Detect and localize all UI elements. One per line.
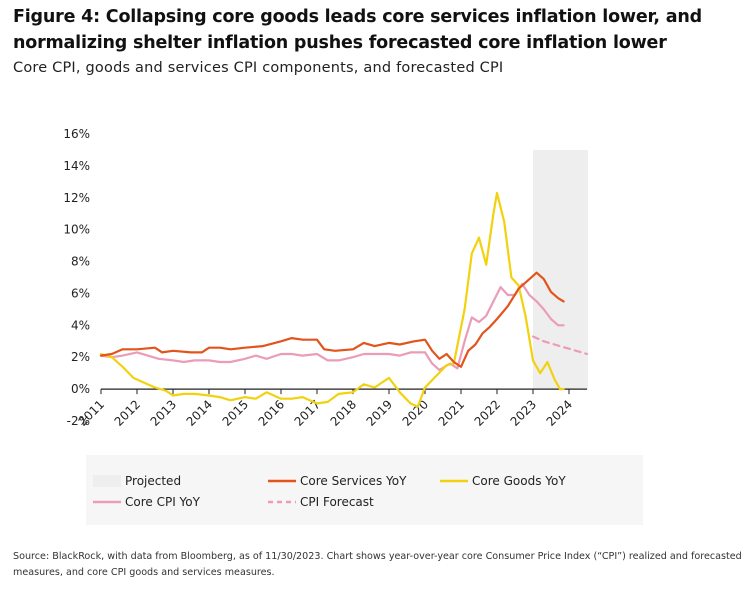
series-line-core-goods <box>99 191 565 408</box>
legend-label: Core Goods YoY <box>472 474 566 488</box>
legend-label: Core Services YoY <box>300 474 407 488</box>
chart-title-line-1: Figure 4: Collapsing core goods leads co… <box>13 7 702 27</box>
y-tick-label: 2% <box>71 350 90 364</box>
source-line-1: Source: BlackRock, with data from Bloomb… <box>13 551 742 562</box>
chart-title: Figure 4: Collapsing core goods leads co… <box>13 4 743 56</box>
series-line-cpi-forecast <box>531 335 589 356</box>
y-tick-label: 6% <box>71 286 90 300</box>
legend-label: Projected <box>125 474 181 488</box>
chart-subtitle: Core CPI, goods and services CPI compone… <box>13 60 504 76</box>
chart-title-line-2: normalizing shelter inflation pushes for… <box>13 33 667 53</box>
legend-label: Core CPI YoY <box>125 495 201 509</box>
source-line-2: measures, and core CPI goods and service… <box>13 567 275 578</box>
y-tick-label: 8% <box>71 255 90 269</box>
y-tick-label: 14% <box>63 159 90 173</box>
series-line-core-services <box>99 271 565 368</box>
y-tick-label: -2% <box>67 414 90 428</box>
source-note: Source: BlackRock, with data from Bloomb… <box>13 549 748 581</box>
projected-shade <box>533 150 588 390</box>
y-tick-label: 12% <box>63 191 90 205</box>
y-tick-label: 0% <box>71 382 90 396</box>
y-tick-label: 16% <box>63 127 90 141</box>
y-tick-label: 4% <box>71 318 90 332</box>
legend-label: CPI Forecast <box>300 495 374 509</box>
series-line-core-cpi <box>99 282 565 372</box>
legend-swatch-projected <box>93 475 121 487</box>
y-tick-label: 10% <box>63 223 90 237</box>
